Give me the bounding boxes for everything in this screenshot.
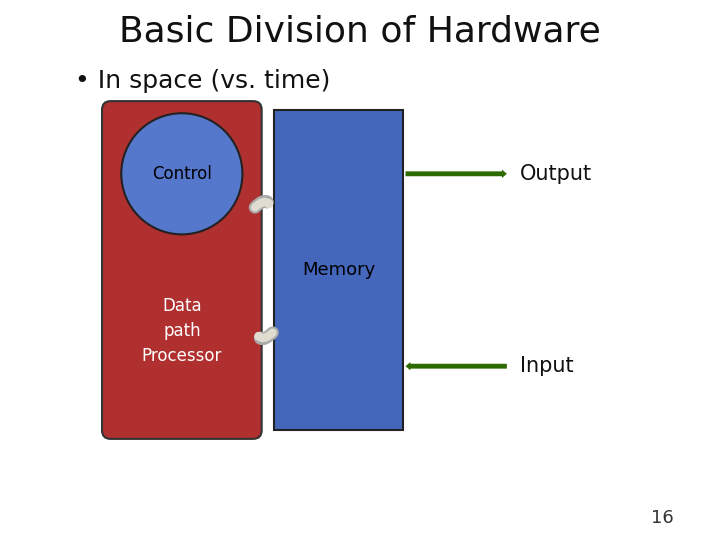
Text: Basic Division of Hardware: Basic Division of Hardware [119,14,601,48]
Text: Input: Input [521,356,574,376]
Text: • In space (vs. time): • In space (vs. time) [75,69,330,93]
Text: Output: Output [521,164,593,184]
FancyArrowPatch shape [255,201,267,207]
FancyArrowPatch shape [261,333,273,339]
FancyBboxPatch shape [102,101,261,439]
FancyArrowPatch shape [258,333,273,338]
FancyArrowPatch shape [255,202,269,207]
Ellipse shape [121,113,243,234]
FancyBboxPatch shape [274,110,402,430]
Text: Data
path
Processor: Data path Processor [142,296,222,365]
Text: Memory: Memory [302,261,375,279]
Text: Control: Control [152,165,212,183]
Text: 16: 16 [651,509,673,526]
